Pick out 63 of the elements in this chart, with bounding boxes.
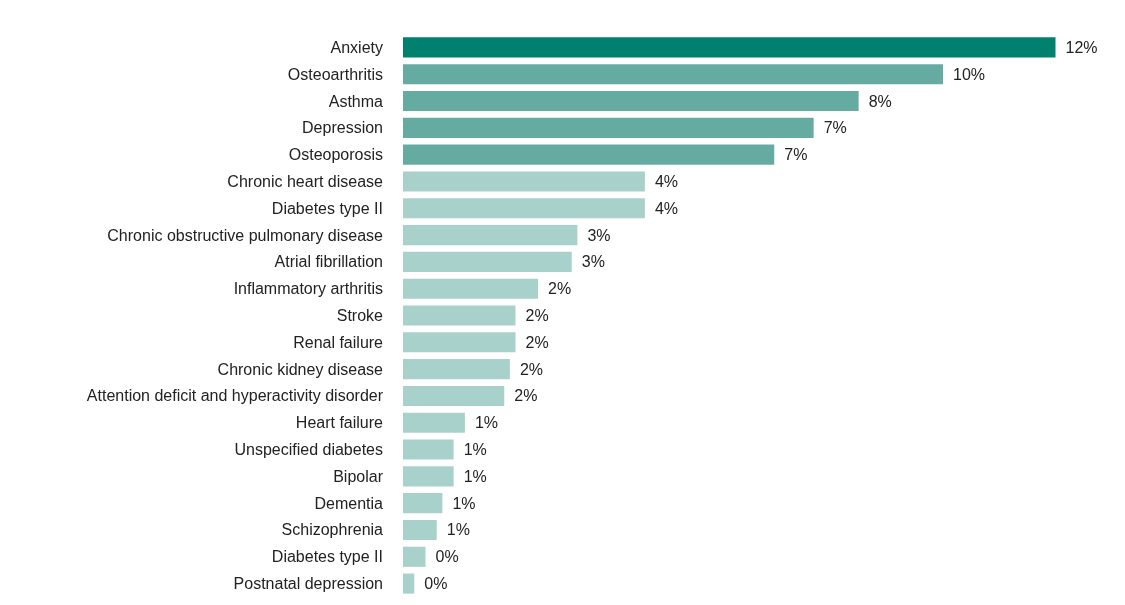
y-tick-label: Attention deficit and hyperactivity disorder (86, 387, 384, 405)
y-tick-label: Depression (302, 119, 383, 137)
bar (403, 225, 578, 246)
data-label: 4% (654, 199, 678, 217)
data-label: 2% (525, 307, 549, 324)
bar (403, 385, 505, 406)
bar (403, 359, 510, 380)
data-label: 2% (514, 387, 538, 405)
y-tick-label: Stroke (336, 307, 384, 324)
data-label: 0% (424, 575, 448, 593)
y-tick-label: Chronic kidney disease (217, 360, 384, 378)
y-tick-label: Anxiety (330, 38, 383, 56)
data-label: 8% (868, 92, 892, 110)
y-tick-label: Chronic heart disease (227, 172, 384, 190)
y-tick-label: Diabetes type II (271, 199, 383, 217)
bar (403, 439, 454, 460)
data-label: 7% (784, 146, 808, 164)
data-label: 1% (446, 521, 470, 539)
bar (403, 305, 516, 326)
data-label: 4% (654, 172, 678, 190)
bar (403, 466, 454, 487)
bar (403, 117, 814, 138)
data-label: 0% (435, 548, 459, 566)
bar (403, 171, 645, 192)
y-tick-label: Asthma (328, 92, 384, 110)
data-label: 3% (581, 253, 605, 271)
y-tick-label: Dementia (314, 494, 384, 512)
data-label: 1% (463, 441, 487, 459)
y-tick-label: Inflammatory arthritis (233, 280, 383, 298)
y-tick-label: Bipolar (333, 467, 384, 485)
data-label: 3% (587, 226, 611, 244)
bar (403, 519, 437, 541)
bar (403, 144, 775, 165)
y-tick-label: Unspecified diabetes (234, 441, 383, 459)
y-tick-label: Heart failure (295, 414, 384, 432)
bar (403, 64, 943, 85)
y-tick-label: Osteoporosis (288, 146, 383, 164)
bar (403, 493, 443, 514)
y-tick-label: Diabetes type II (271, 548, 383, 566)
y-tick-label: Chronic obstructive pulmonary disease (107, 226, 384, 244)
y-tick-label: Postnatal depression (233, 575, 383, 593)
y-tick-label: Renal failure (293, 333, 384, 351)
data-label: 1% (474, 414, 498, 432)
y-tick-label: Schizophrenia (281, 521, 384, 539)
data-label: 2% (548, 280, 572, 298)
data-label: 10% (953, 65, 986, 83)
bar (403, 573, 415, 594)
bar (403, 546, 426, 567)
data-label: 12% (1065, 38, 1098, 56)
bar (403, 412, 465, 433)
y-tick-label: Osteoarthritis (287, 65, 383, 83)
y-tick-label: Atrial fibrillation (274, 253, 383, 271)
bar (403, 37, 1056, 58)
data-label: 1% (452, 494, 476, 512)
bar (403, 332, 516, 353)
data-label: 2% (519, 360, 543, 378)
bar (403, 278, 538, 299)
data-label: 2% (525, 333, 549, 351)
data-label: 7% (823, 119, 847, 137)
data-label: 1% (463, 467, 487, 485)
bar (403, 90, 859, 112)
bar (403, 251, 572, 272)
bar (403, 198, 645, 219)
